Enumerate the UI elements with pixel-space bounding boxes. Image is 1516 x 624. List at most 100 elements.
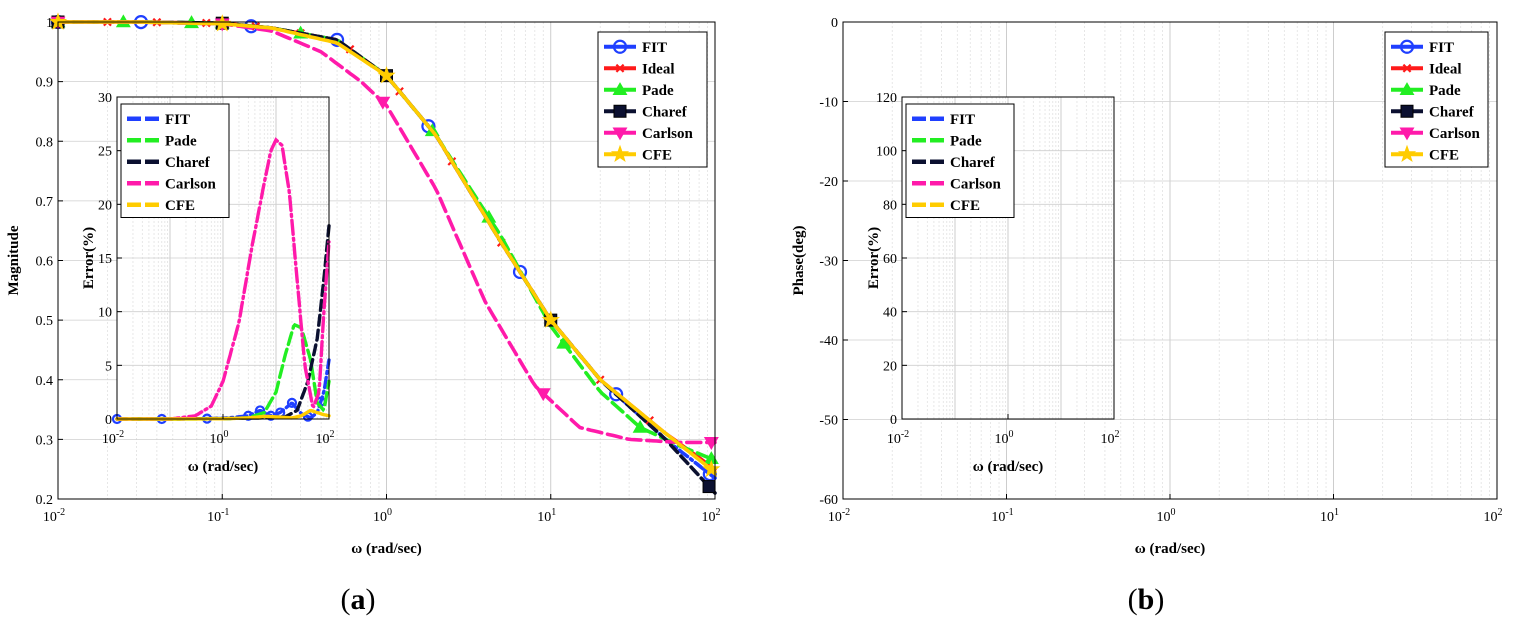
x-tick-base: 10 [995, 432, 1009, 447]
legend-entry-cfe: CFE [604, 144, 672, 163]
main-legend: FIT Ideal Pade Charef Carlson CFE [597, 31, 708, 168]
legend-entry-fit-label: FIT [165, 112, 190, 128]
x-tick-base: 10 [991, 510, 1005, 525]
x-tick-exponent: -2 [901, 429, 909, 440]
legend-entry-ideal-marker [615, 63, 625, 73]
y-tick-label: -30 [819, 255, 838, 270]
y-tick-label: -60 [819, 493, 838, 508]
x-tick-exponent: -1 [1005, 507, 1013, 518]
y-tick-label: 0 [831, 16, 838, 31]
legend-entry-carlson-label: Carlson [642, 126, 693, 142]
legend-entry-cfe-marker [610, 144, 630, 162]
x-tick-base: 10 [207, 510, 221, 525]
x-tick-label: 100 [210, 429, 229, 447]
legend-entry-carlson: Carlson [912, 176, 1001, 192]
y-tick-label: 0.6 [36, 255, 54, 270]
series-cfe-marker [541, 310, 560, 328]
legend-entry-cfe: CFE [1391, 144, 1459, 163]
legend-entry-ideal-label: Ideal [1429, 61, 1462, 77]
x-tick-base: 10 [102, 432, 116, 447]
x-tick-base: 10 [1484, 510, 1498, 525]
x-tick-label: 100 [373, 507, 392, 525]
y-tick-label: 25 [98, 145, 112, 160]
y-tick-label: 20 [883, 359, 897, 374]
y-tick-label: 20 [98, 198, 112, 213]
y-tick-label: 0.4 [36, 374, 54, 389]
legend-entry-pade: Pade [127, 133, 197, 149]
legend-entry-ideal-label: Ideal [642, 61, 675, 77]
y-tick-label: 0.5 [36, 314, 54, 329]
x-tick-exponent: 2 [716, 507, 721, 518]
x-tick-exponent: -2 [57, 507, 65, 518]
legend-entry-charef-marker [1400, 104, 1414, 118]
y-tick-label: 120 [876, 91, 897, 106]
x-tick-label: 102 [316, 429, 335, 447]
x-tick-base: 10 [702, 510, 716, 525]
legend-entry-pade-label: Pade [642, 83, 674, 99]
legend-entry-carlson-marker [1399, 127, 1415, 141]
x-axis-label: ω (rad/sec) [188, 459, 259, 475]
x-tick-label: 10-1 [991, 507, 1013, 525]
y-tick-label: -10 [819, 96, 838, 111]
series-carlson-marker [375, 96, 391, 110]
x-tick-exponent: 2 [1498, 507, 1503, 518]
legend-entry-pade: Pade [912, 133, 982, 149]
x-tick-exponent: 1 [551, 507, 556, 518]
x-tick-label: 102 [1101, 429, 1120, 447]
series-cfe-marker [377, 66, 396, 84]
legend-entry-cfe-label: CFE [1429, 147, 1459, 163]
x-tick-base: 10 [537, 510, 551, 525]
legend-entry-fit: FIT [1391, 39, 1454, 56]
caption-letter: b [1138, 583, 1155, 616]
y-tick-label: -20 [819, 175, 838, 190]
series-cfe-marker [213, 14, 232, 32]
panel-caption: (b) [1128, 583, 1165, 616]
y-axis-label: Error(%) [866, 227, 882, 289]
caption-close-paren: ) [366, 583, 376, 616]
legend-entry-pade-marker [612, 82, 628, 96]
legend-entry-fit-label: FIT [950, 112, 975, 128]
x-tick-label: 101 [537, 507, 556, 525]
x-tick-label: 10-2 [828, 507, 850, 525]
y-tick-label: 0 [890, 413, 897, 428]
legend-entry-fit-marker [1399, 39, 1415, 54]
legend-entry-charef: Charef [127, 155, 211, 171]
x-tick-base: 10 [828, 510, 842, 525]
x-tick-label: 101 [1320, 507, 1339, 525]
series-carlson-marker [535, 388, 551, 402]
legend-entry-pade-marker [1399, 82, 1415, 96]
series-fit-marker [286, 397, 298, 408]
x-axis-label: ω (rad/sec) [973, 459, 1044, 475]
y-tick-label: 100 [876, 145, 897, 160]
legend-entry-ideal-marker [1402, 63, 1412, 73]
series-cfe [50, 12, 721, 478]
inset-legend: FIT Pade Charef Carlson CFE [120, 103, 230, 218]
x-axis-label: ω (rad/sec) [1135, 541, 1206, 557]
x-tick-base: 10 [1101, 432, 1115, 447]
y-tick-label: 0.9 [36, 76, 54, 91]
legend-entry-charef: Charef [912, 155, 996, 171]
legend-entry-charef: Charef [1391, 104, 1475, 120]
x-tick-label: 10-2 [102, 429, 124, 447]
y-tick-label: -50 [819, 414, 838, 429]
x-tick-label: 102 [1484, 507, 1503, 525]
x-tick-exponent: 0 [387, 507, 392, 518]
y-tick-label: 80 [883, 198, 897, 213]
x-tick-base: 10 [1320, 510, 1334, 525]
legend-entry-carlson-label: Carlson [1429, 126, 1480, 142]
x-tick-exponent: 0 [224, 429, 229, 440]
legend-entry-ideal: Ideal [604, 61, 675, 77]
legend-entry-fit: FIT [127, 112, 190, 128]
chart-panel-a: 10-2 10-1 100 101 1020.20.30.40.50.60.70.80.… [6, 12, 721, 616]
x-tick-exponent: 2 [330, 429, 335, 440]
inset-legend: FIT Pade Charef Carlson CFE [905, 103, 1015, 218]
legend-entry-charef: Charef [604, 104, 688, 120]
x-tick-exponent: 2 [1115, 429, 1120, 440]
y-tick-label: -40 [819, 334, 838, 349]
x-tick-exponent: 0 [1171, 507, 1176, 518]
legend-entry-cfe-label: CFE [950, 198, 980, 214]
main-legend-box [1384, 31, 1489, 168]
y-tick-label: 5 [105, 359, 112, 374]
y-tick-label: 1 [46, 16, 53, 31]
